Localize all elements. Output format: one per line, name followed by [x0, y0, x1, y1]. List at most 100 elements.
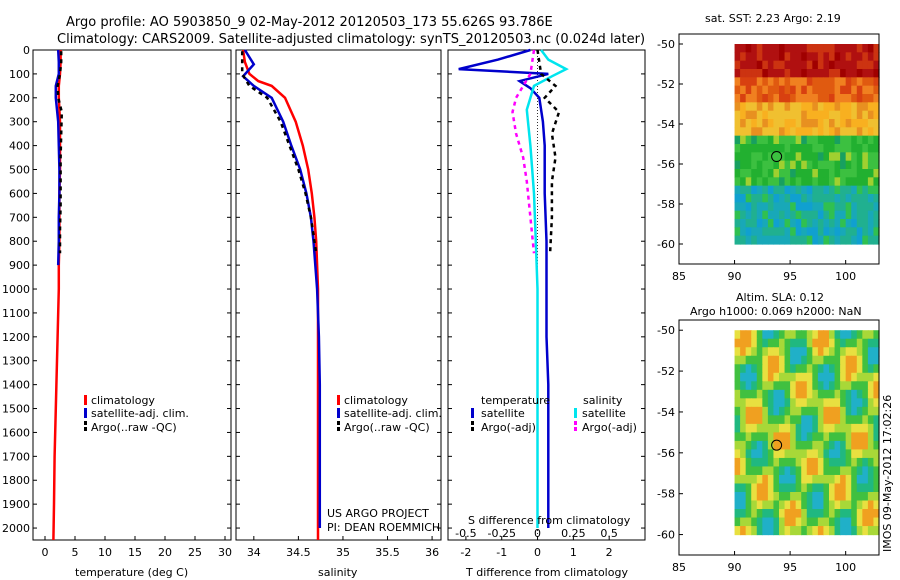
- heatmap-cell: [751, 202, 758, 212]
- heatmap-cell: [740, 152, 747, 162]
- heatmap-cell: [784, 381, 791, 391]
- x-tick-label: 0: [534, 546, 541, 559]
- heatmap-cell: [806, 69, 813, 78]
- heatmap-cell: [806, 406, 813, 416]
- heatmap-cell: [767, 210, 775, 220]
- heatmap-cell: [790, 474, 797, 485]
- heatmap-cell: [834, 135, 841, 145]
- heatmap-cell: [862, 423, 869, 433]
- heatmap-cell: [779, 219, 786, 228]
- heatmap-cell: [840, 398, 847, 408]
- heatmap-cell: [829, 44, 836, 53]
- heatmap-cell: [801, 52, 808, 62]
- heatmap-cell: [845, 474, 852, 485]
- heatmap-cell: [806, 219, 813, 228]
- heatmap-cell: [767, 119, 775, 128]
- heatmap-cell: [745, 330, 752, 340]
- heatmap-cell: [801, 194, 808, 203]
- heatmap-cell: [740, 347, 747, 357]
- heatmap-cell: [790, 526, 797, 536]
- heatmap-cell: [867, 102, 875, 112]
- heatmap-cell: [734, 227, 741, 237]
- heatmap-cell: [845, 389, 852, 399]
- heatmap-cell: [762, 227, 769, 237]
- heatmap-cell: [834, 44, 841, 53]
- heatmap-cell: [806, 338, 813, 348]
- heatmap-cell: [806, 227, 813, 237]
- heatmap-cell: [762, 85, 769, 95]
- heatmap-cell: [856, 457, 863, 468]
- heatmap-cell: [851, 235, 858, 245]
- heatmap-cell: [812, 152, 819, 162]
- sla-map-title-line2: Argo h1000: 0.069 h2000: NaN: [690, 305, 862, 318]
- heatmap-cell: [856, 389, 863, 399]
- heatmap-cell: [795, 235, 802, 245]
- heatmap-cell: [840, 235, 847, 245]
- heatmap-cell: [823, 94, 830, 103]
- heatmap-cell: [845, 526, 852, 536]
- heatmap-cell: [873, 219, 880, 228]
- heatmap-cell: [851, 44, 858, 53]
- heatmap-cell: [823, 85, 830, 95]
- heatmap-cell: [779, 44, 786, 53]
- heatmap-cell: [734, 372, 741, 382]
- heatmap-cell: [817, 415, 825, 425]
- heatmap-cell: [829, 127, 836, 137]
- heatmap-cell: [795, 330, 802, 340]
- heatmap-cell: [823, 338, 830, 348]
- heatmap-cell: [734, 509, 741, 519]
- map-y-tick-label: -60: [657, 529, 675, 542]
- project-annotation: US ARGO PROJECT: [327, 507, 429, 520]
- heatmap-cell: [801, 144, 808, 153]
- heatmap-cell: [840, 355, 847, 365]
- heatmap-cell: [867, 440, 875, 451]
- heatmap-cell: [801, 381, 808, 391]
- heatmap-cell: [829, 389, 836, 399]
- heatmap-cell: [823, 474, 830, 485]
- heatmap-cell: [834, 381, 841, 391]
- heatmap-cell: [756, 449, 763, 459]
- heatmap-cell: [734, 110, 741, 120]
- heatmap-cell: [751, 152, 758, 162]
- heatmap-cell: [762, 509, 769, 519]
- heatmap-cell: [734, 483, 741, 493]
- heatmap-cell: [806, 457, 813, 468]
- heatmap-cell: [840, 483, 847, 493]
- heatmap-cell: [840, 119, 847, 128]
- heatmap-cell: [834, 347, 841, 357]
- heatmap-cell: [823, 135, 830, 145]
- heatmap-cell: [784, 415, 791, 425]
- heatmap-cell: [751, 466, 758, 476]
- heatmap-cell: [751, 119, 758, 128]
- y-tick-label: 300: [9, 116, 30, 129]
- heatmap-cell: [767, 457, 775, 468]
- heatmap-cell: [862, 85, 869, 95]
- heatmap-cell: [784, 52, 791, 62]
- heatmap-cell: [851, 102, 858, 112]
- heatmap-cell: [756, 102, 763, 112]
- heatmap-cell: [784, 110, 791, 120]
- heatmap-cell: [779, 500, 786, 510]
- heatmap-cell: [867, 398, 875, 408]
- y-tick-label: 0: [23, 44, 30, 57]
- map-x-tick-label: 85: [672, 561, 686, 574]
- heatmap-cell: [817, 330, 825, 340]
- diff-legend-t-satellite: satellite: [481, 407, 525, 420]
- heatmap-cell: [734, 85, 741, 95]
- heatmap-cell: [856, 355, 863, 365]
- heatmap-cell: [751, 355, 758, 365]
- heatmap-cell: [801, 364, 808, 374]
- series-line-climatology: [241, 49, 320, 540]
- heatmap-cell: [845, 135, 852, 145]
- heatmap-cell: [829, 85, 836, 95]
- heatmap-cell: [817, 194, 825, 203]
- heatmap-cell: [773, 119, 780, 128]
- heatmap-cell: [873, 509, 880, 519]
- heatmap-cell: [767, 338, 775, 348]
- heatmap-cell: [745, 202, 752, 212]
- heatmap-cell: [801, 210, 808, 220]
- heatmap-cell: [817, 406, 825, 416]
- heatmap-cell: [751, 526, 758, 536]
- map-y-tick-label: -58: [657, 198, 675, 211]
- heatmap-cell: [740, 177, 747, 187]
